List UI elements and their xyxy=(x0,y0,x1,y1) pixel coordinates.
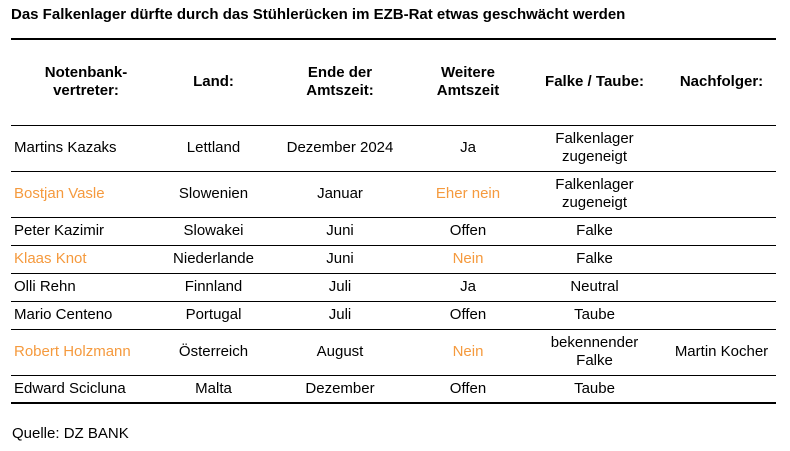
cell-falke-taube: Falke xyxy=(522,245,667,274)
table-row: Bostjan Vasle Slowenien Januar Eher nein… xyxy=(11,171,776,218)
header-weitere-amtszeit: Weitere Amtszeit xyxy=(414,38,522,126)
cell-ende: Juli xyxy=(266,273,414,302)
cell-falke-taube: Falke xyxy=(522,217,667,246)
cell-ende: Juli xyxy=(266,301,414,330)
cell-line: Neutral xyxy=(570,278,619,295)
cell-falke-taube: Taube xyxy=(522,375,667,404)
cell-ende: Juni xyxy=(266,245,414,274)
cell-land: Slowakei xyxy=(161,217,266,246)
cell-name: Bostjan Vasle xyxy=(11,171,161,218)
table-row: Olli Rehn Finnland Juli Ja Neutral xyxy=(11,273,776,302)
cell-nachfolger xyxy=(667,301,776,330)
cell-line: bekennender xyxy=(550,334,639,351)
table-header: Notenbank- vertreter: Land: Ende der Amt… xyxy=(11,38,776,126)
cell-nachfolger xyxy=(667,273,776,302)
cell-ende: Dezember 2024 xyxy=(266,125,414,172)
cell-land: Österreich xyxy=(161,329,266,376)
header-nachfolger: Nachfolger: xyxy=(667,38,776,126)
table-body: Martins Kazaks Lettland Dezember 2024 Ja… xyxy=(11,125,776,404)
cell-weitere: Offen xyxy=(414,217,522,246)
header-line: vertreter: xyxy=(53,82,119,100)
table-row: Edward Scicluna Malta Dezember Offen Tau… xyxy=(11,375,776,404)
table-row: Klaas Knot Niederlande Juni Nein Falke xyxy=(11,245,776,274)
cell-falke-taube: Falkenlager zugeneigt xyxy=(522,125,667,172)
cell-weitere: Offen xyxy=(414,375,522,404)
source-note: Quelle: DZ BANK xyxy=(12,425,129,442)
cell-falke-taube: Falkenlager zugeneigt xyxy=(522,171,667,218)
cell-name: Olli Rehn xyxy=(11,273,161,302)
cell-line: Falkenlager xyxy=(555,176,634,193)
cell-weitere: Ja xyxy=(414,273,522,302)
cell-nachfolger xyxy=(667,375,776,404)
cell-line: Falke xyxy=(576,250,613,267)
cell-weitere: Eher nein xyxy=(414,171,522,218)
cell-falke-taube: bekennender Falke xyxy=(522,329,667,376)
cell-name: Peter Kazimir xyxy=(11,217,161,246)
table-row: Martins Kazaks Lettland Dezember 2024 Ja… xyxy=(11,125,776,172)
cell-nachfolger xyxy=(667,125,776,172)
header-line: Nachfolger: xyxy=(679,73,764,91)
header-line: Land: xyxy=(193,73,234,91)
cell-line: zugeneigt xyxy=(561,194,628,211)
cell-line: Falkenlager xyxy=(555,130,634,147)
header-line: Notenbank- xyxy=(44,64,128,82)
cell-falke-taube: Taube xyxy=(522,301,667,330)
header-line: Ende der xyxy=(307,64,373,82)
table-row: Mario Centeno Portugal Juli Offen Taube xyxy=(11,301,776,330)
header-line: Weitere xyxy=(441,64,495,82)
cell-line: Taube xyxy=(574,306,615,323)
cell-name: Mario Centeno xyxy=(11,301,161,330)
cell-land: Niederlande xyxy=(161,245,266,274)
cell-ende: Dezember xyxy=(266,375,414,404)
cell-falke-taube: Neutral xyxy=(522,273,667,302)
ecb-council-table: Notenbank- vertreter: Land: Ende der Amt… xyxy=(11,38,776,404)
cell-ende: Juni xyxy=(266,217,414,246)
cell-ende: Januar xyxy=(266,171,414,218)
table-row: Peter Kazimir Slowakei Juni Offen Falke xyxy=(11,217,776,246)
header-ende-amtszeit: Ende der Amtszeit: xyxy=(266,38,414,126)
cell-line: Taube xyxy=(574,379,615,397)
cell-weitere: Ja xyxy=(414,125,522,172)
cell-nachfolger xyxy=(667,245,776,274)
cell-land: Slowenien xyxy=(161,171,266,218)
cell-ende: August xyxy=(266,329,414,376)
cell-nachfolger xyxy=(667,171,776,218)
table-row: Robert Holzmann Österreich August Nein b… xyxy=(11,329,776,376)
header-line: Amtszeit xyxy=(436,82,500,100)
header-falke-taube: Falke / Taube: xyxy=(522,38,667,126)
header-line: Amtszeit: xyxy=(306,82,374,100)
cell-land: Portugal xyxy=(161,301,266,330)
header-row: Notenbank- vertreter: Land: Ende der Amt… xyxy=(11,38,776,126)
cell-land: Lettland xyxy=(161,125,266,172)
cell-nachfolger xyxy=(667,217,776,246)
cell-line: Falke xyxy=(576,222,613,239)
cell-weitere: Offen xyxy=(414,301,522,330)
cell-line: Falke xyxy=(576,352,613,369)
cell-line: zugeneigt xyxy=(561,148,628,165)
cell-name: Robert Holzmann xyxy=(11,329,161,376)
cell-weitere: Nein xyxy=(414,329,522,376)
cell-name: Klaas Knot xyxy=(11,245,161,274)
cell-nachfolger: Martin Kocher xyxy=(667,329,776,376)
cell-weitere: Nein xyxy=(414,245,522,274)
header-line: Falke / Taube: xyxy=(545,73,644,91)
table-title: Das Falkenlager dürfte durch das Stühler… xyxy=(11,6,626,23)
cell-land: Finnland xyxy=(161,273,266,302)
header-notenbankvertreter: Notenbank- vertreter: xyxy=(11,38,161,126)
cell-name: Martins Kazaks xyxy=(11,125,161,172)
cell-land: Malta xyxy=(161,375,266,404)
cell-name: Edward Scicluna xyxy=(11,375,161,404)
header-land: Land: xyxy=(161,38,266,126)
